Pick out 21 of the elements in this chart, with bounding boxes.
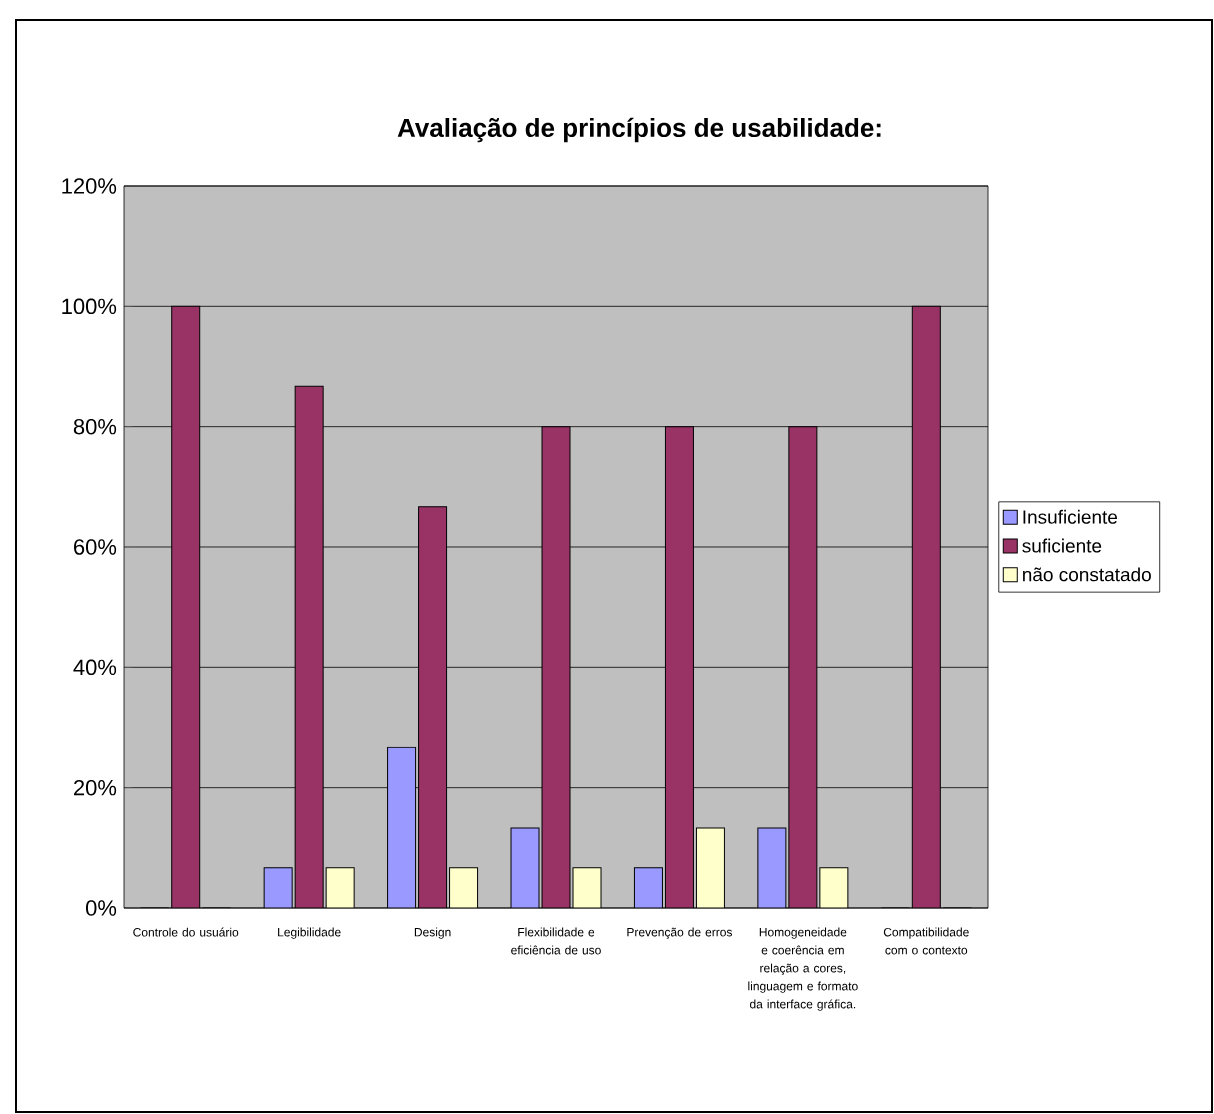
- bar: [572, 867, 602, 908]
- legend-label: não constatado: [1023, 567, 1151, 582]
- bar: [387, 746, 417, 908]
- y-tick-label: 80%: [73, 418, 117, 435]
- bar: [633, 867, 663, 908]
- bar: [757, 827, 787, 908]
- y-tick-label: 120%: [62, 178, 117, 194]
- y-tick-label: 0%: [85, 900, 117, 916]
- bar: [695, 827, 725, 908]
- y-tick-label: 100%: [62, 298, 117, 315]
- y-tick-label: 20%: [74, 779, 117, 796]
- bar: [449, 867, 479, 908]
- bar: [263, 867, 293, 908]
- chart-title: Avaliação de princípios de usabilidade:: [397, 117, 881, 143]
- y-tick-label: 60%: [74, 539, 117, 555]
- bar: [510, 827, 540, 908]
- legend-label: suficiente: [1022, 538, 1102, 553]
- y-tick-label: 40%: [73, 659, 117, 676]
- bar: [325, 867, 355, 908]
- legend-label: Insuficiente: [1023, 509, 1118, 524]
- bar: [819, 867, 849, 908]
